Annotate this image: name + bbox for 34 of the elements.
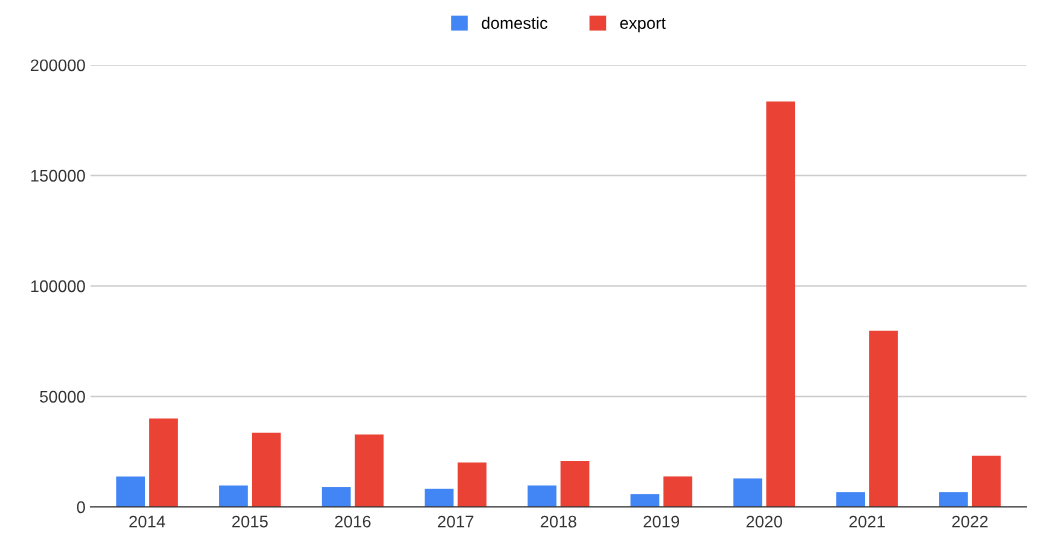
bar	[663, 476, 693, 507]
bar	[251, 432, 281, 507]
bar	[939, 492, 968, 507]
bar	[116, 476, 145, 507]
bar	[836, 492, 865, 507]
legend-label: export	[620, 18, 666, 33]
x-tick-label: 2015	[232, 515, 268, 528]
y-tick-label: 0	[77, 501, 85, 514]
x-tick-label: 2017	[437, 515, 474, 528]
y-tick-label: 100000	[31, 280, 85, 293]
x-tick-label: 2021	[849, 515, 885, 528]
x-tick-label: 2018	[540, 515, 577, 528]
y-tick-label: 150000	[31, 169, 85, 182]
legend-label: domestic	[481, 16, 548, 29]
x-tick-label: 2019	[643, 515, 680, 528]
bar	[219, 485, 248, 507]
bar	[766, 101, 796, 507]
bar	[527, 485, 557, 507]
bar	[457, 462, 487, 507]
x-tick-label: 2016	[335, 515, 371, 528]
bar	[869, 330, 898, 507]
y-tick-label: 50000	[39, 390, 85, 403]
bar	[971, 455, 1001, 507]
bar	[149, 418, 178, 507]
y-tick-label: 200000	[30, 59, 85, 72]
x-tick-label: 2022	[952, 515, 988, 528]
bar	[321, 487, 351, 507]
bar	[630, 494, 660, 507]
bar	[424, 488, 454, 507]
bar	[560, 460, 590, 507]
bar	[354, 434, 384, 507]
x-tick-label: 2020	[746, 515, 783, 528]
bar	[733, 478, 763, 507]
x-tick-label: 2014	[129, 515, 166, 528]
